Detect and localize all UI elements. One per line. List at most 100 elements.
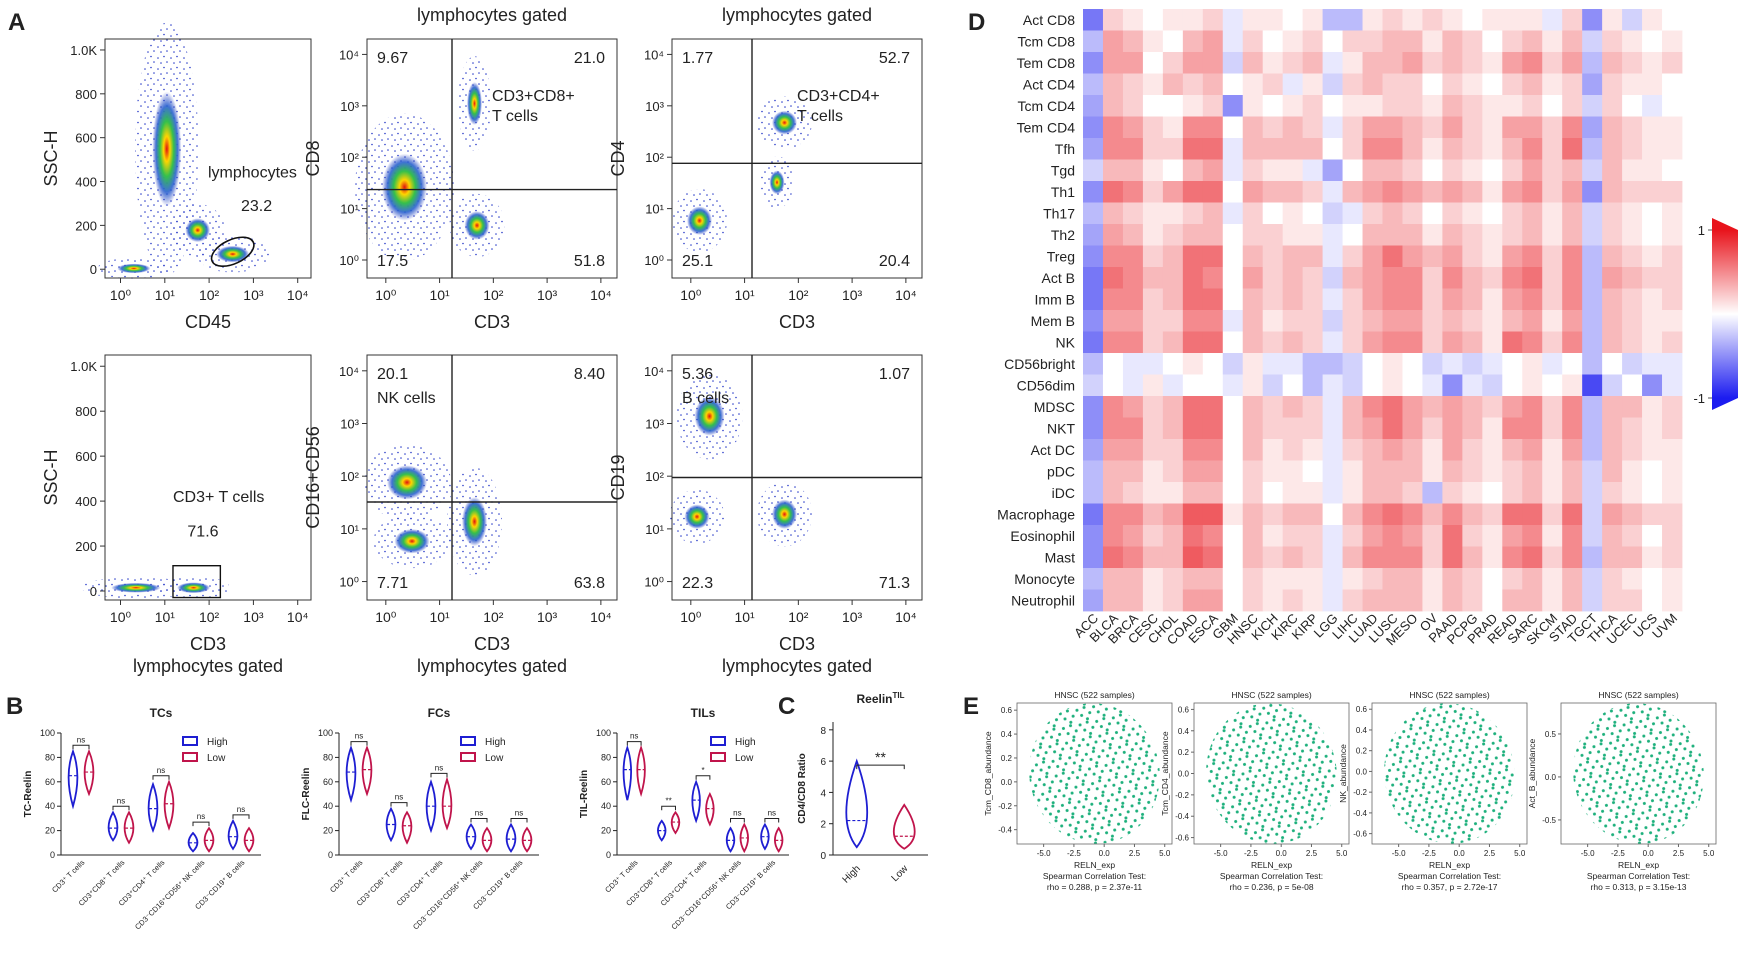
heatmap-cell	[1342, 331, 1363, 354]
y-tick-label: 0.0	[1178, 770, 1190, 779]
heatmap-cell	[1142, 224, 1164, 246]
heatmap-cell	[1462, 181, 1483, 203]
heatmap-cell	[1642, 568, 1663, 590]
heatmap-cell	[1442, 181, 1463, 203]
heatmap-cell	[1482, 482, 1503, 504]
heatmap-cell	[1662, 374, 1683, 397]
heatmap-cell	[1662, 267, 1683, 289]
heatmap-cell	[1222, 417, 1244, 440]
y-tick-label: -0.2	[998, 802, 1012, 811]
heatmap-cell	[1122, 159, 1144, 182]
row-label: CD56dim	[1017, 377, 1075, 393]
significance-bracket	[350, 741, 368, 746]
heatmap-cell	[1582, 138, 1603, 160]
violin	[441, 776, 453, 831]
heatmap-cell	[1282, 181, 1304, 203]
heatmap-cell	[1122, 417, 1144, 440]
heatmap-cell	[1622, 396, 1643, 418]
y-tick-label: 600	[75, 449, 97, 464]
heatmap-cell	[1542, 568, 1563, 590]
heatmap-cell	[1342, 52, 1363, 74]
heatmap-cell	[1182, 245, 1204, 268]
y-axis-label: CD4/CD8 Ratio	[797, 753, 808, 824]
heatmap-cell	[1282, 9, 1304, 31]
heatmap-cell	[1382, 525, 1403, 547]
heatmap-cell	[1502, 439, 1523, 461]
x-tick-label: 10²	[483, 287, 504, 303]
gate-label: T cells	[492, 108, 538, 125]
heatmap-cell	[1142, 159, 1164, 182]
row-label: Macrophage	[997, 506, 1075, 522]
row-label: Th2	[1051, 227, 1075, 243]
heatmap-cell	[1322, 30, 1343, 53]
heatmap-cell	[1222, 482, 1244, 504]
heatmap-cell	[1542, 331, 1563, 354]
x-tick-label: 2.5	[1484, 849, 1496, 858]
y-tick-label: 10⁰	[339, 575, 359, 590]
heatmap-cell	[1202, 310, 1224, 332]
y-tick-label: 0.4	[1001, 730, 1013, 739]
heatmap-cell	[1402, 9, 1423, 31]
plot-title: lymphocytes gated	[417, 5, 567, 25]
y-tick-label: 0	[90, 584, 97, 599]
heatmap-cell	[1402, 288, 1423, 311]
violin	[67, 748, 79, 810]
heatmap-cell	[1282, 288, 1304, 311]
heatmap-cell	[1122, 503, 1144, 526]
row-label: iDC	[1052, 485, 1075, 501]
heatmap-cell	[1562, 95, 1583, 117]
heatmap-cell	[1602, 374, 1623, 397]
heatmap-cell	[1482, 417, 1503, 440]
significance-bracket	[232, 814, 250, 819]
heatmap-cell	[1322, 73, 1343, 96]
heatmap-cell	[1622, 181, 1643, 203]
heatmap-cell	[1402, 245, 1423, 268]
heatmap-cell	[1282, 353, 1304, 375]
quadrant-percent: 52.7	[879, 50, 910, 67]
point-cloud	[1206, 703, 1337, 844]
heatmap-cell	[1502, 224, 1523, 246]
heatmap-cell	[1102, 568, 1124, 590]
heatmap-cell	[1322, 374, 1343, 397]
heatmap-cell	[1562, 589, 1583, 612]
heatmap-cell	[1382, 116, 1403, 139]
heatmap-cell	[1522, 546, 1543, 569]
heatmap-cell	[1402, 482, 1423, 504]
legend-swatch	[710, 752, 726, 762]
heatmap-cell	[1642, 224, 1663, 246]
heatmap-cell	[1542, 116, 1563, 139]
heatmap-cell	[1582, 95, 1603, 117]
violin	[187, 831, 199, 853]
heatmap-cell	[1362, 267, 1383, 289]
significance-label: ns	[435, 763, 443, 772]
legend-swatch	[710, 736, 726, 746]
x-tick-label: 5.0	[1159, 849, 1171, 858]
heatmap-cell	[1362, 202, 1383, 225]
heatmap-cell	[1482, 138, 1503, 160]
heatmap-cell	[1582, 353, 1603, 375]
heatmap-cell	[1482, 9, 1503, 31]
heatmap-cell	[1542, 310, 1563, 332]
heatmap-cell	[1182, 331, 1204, 354]
stats-label: rho = 0.357, p = 2.72e-17	[1402, 882, 1498, 892]
heatmap-cell	[1322, 525, 1343, 547]
heatmap-cell	[1282, 52, 1304, 74]
heatmap-cell	[1282, 396, 1304, 418]
significance-label: ns	[237, 805, 245, 814]
row-label: MDSC	[1034, 399, 1075, 415]
heatmap-cell	[1622, 224, 1643, 246]
event-density	[152, 91, 182, 207]
heatmap-cell	[1422, 73, 1443, 96]
y-axis-label: Act_B_abundance	[1527, 738, 1537, 808]
heatmap-cell	[1582, 568, 1603, 590]
x-tick-label: 10³	[243, 609, 264, 625]
violin	[345, 744, 357, 804]
heatmap-cell	[1582, 267, 1603, 289]
heatmap-cell	[1442, 202, 1463, 225]
y-axis-label: CD8	[303, 140, 323, 176]
significance-label: ns	[117, 796, 125, 805]
quadrant-percent: 63.8	[574, 575, 605, 592]
violin	[725, 826, 736, 853]
x-axis-label: CD3	[190, 634, 226, 654]
heatmap-cell	[1362, 52, 1383, 74]
